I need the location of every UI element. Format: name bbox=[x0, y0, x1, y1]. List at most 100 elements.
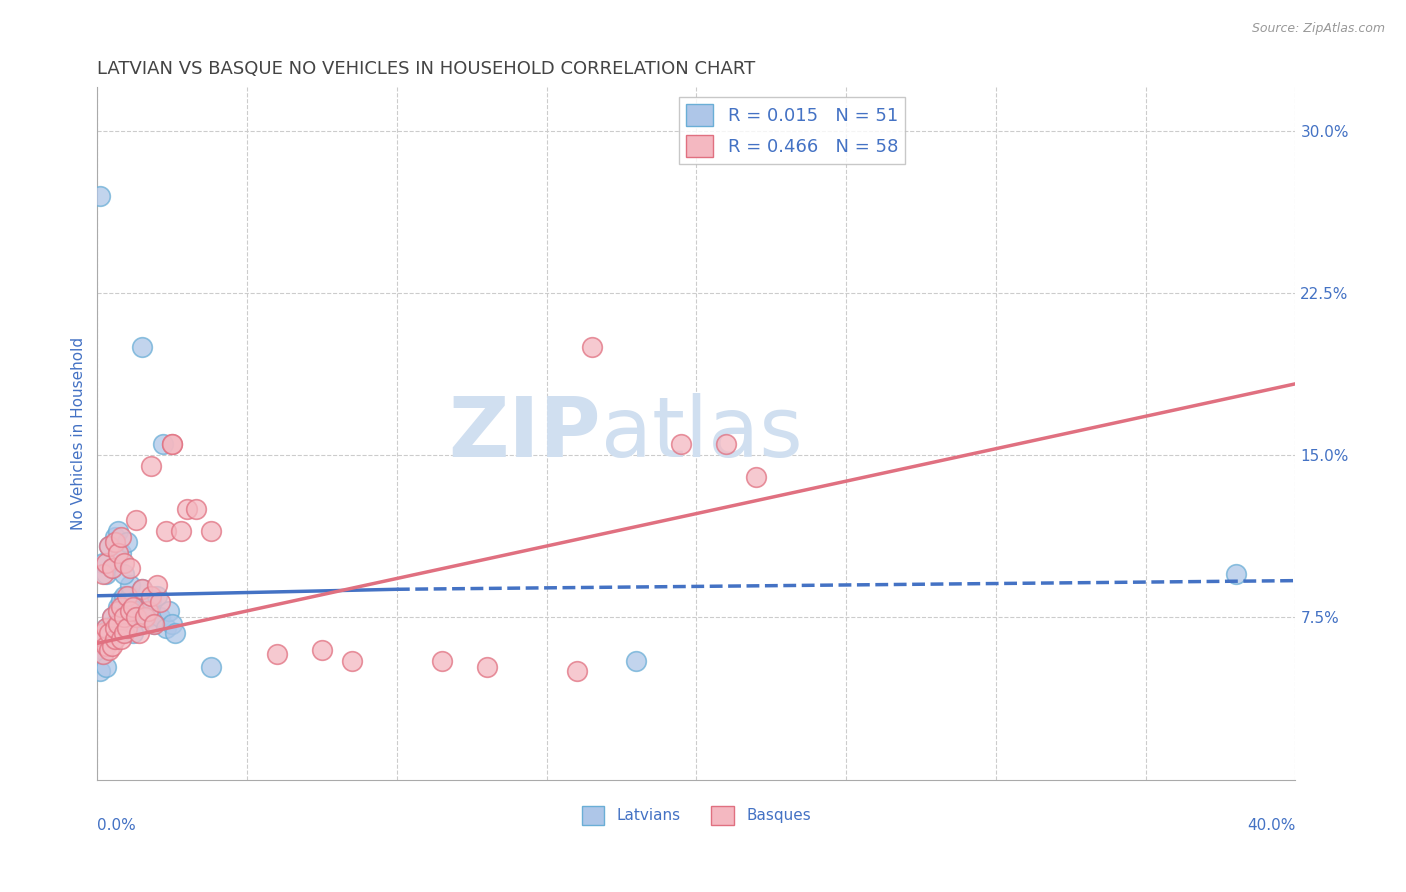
Text: ZIP: ZIP bbox=[449, 393, 600, 474]
Point bbox=[266, 647, 288, 661]
Point bbox=[136, 604, 159, 618]
Point bbox=[98, 643, 121, 657]
Text: LATVIAN VS BASQUE NO VEHICLES IN HOUSEHOLD CORRELATION CHART: LATVIAN VS BASQUE NO VEHICLES IN HOUSEHO… bbox=[97, 60, 755, 78]
Point bbox=[160, 616, 183, 631]
Point bbox=[170, 524, 193, 538]
Text: 0.0%: 0.0% bbox=[97, 818, 136, 833]
Point bbox=[117, 610, 139, 624]
Point bbox=[581, 340, 603, 354]
Point bbox=[149, 610, 172, 624]
Point bbox=[93, 567, 115, 582]
Point bbox=[112, 557, 135, 571]
Point bbox=[112, 610, 135, 624]
Point bbox=[430, 654, 453, 668]
Point bbox=[93, 625, 115, 640]
Point bbox=[716, 437, 738, 451]
Point bbox=[340, 654, 363, 668]
Point bbox=[96, 621, 118, 635]
Point bbox=[98, 621, 121, 635]
Point bbox=[98, 539, 121, 553]
Point bbox=[110, 599, 132, 614]
Point bbox=[200, 660, 222, 674]
Point bbox=[1225, 567, 1247, 582]
Point bbox=[141, 593, 163, 607]
Point bbox=[96, 621, 118, 635]
Point bbox=[134, 610, 156, 624]
Point bbox=[93, 557, 115, 571]
Point bbox=[120, 604, 142, 618]
Point bbox=[104, 530, 127, 544]
Point bbox=[98, 539, 121, 553]
Text: Source: ZipAtlas.com: Source: ZipAtlas.com bbox=[1251, 22, 1385, 36]
Point bbox=[152, 437, 174, 451]
Point bbox=[104, 534, 127, 549]
Point bbox=[89, 188, 111, 202]
Point bbox=[110, 625, 132, 640]
Point bbox=[146, 589, 169, 603]
Point bbox=[104, 621, 127, 635]
Point bbox=[89, 632, 111, 646]
Point bbox=[626, 654, 648, 668]
Point bbox=[93, 647, 115, 661]
Point bbox=[107, 604, 129, 618]
Point bbox=[101, 610, 124, 624]
Point bbox=[120, 560, 142, 574]
Point bbox=[107, 545, 129, 559]
Point bbox=[117, 534, 139, 549]
Point bbox=[104, 625, 127, 640]
Point bbox=[101, 610, 124, 624]
Point bbox=[671, 437, 693, 451]
Point bbox=[112, 567, 135, 582]
Point bbox=[112, 625, 135, 640]
Point bbox=[98, 632, 121, 646]
Point bbox=[141, 458, 163, 473]
Point bbox=[110, 632, 132, 646]
Point bbox=[98, 625, 121, 640]
Point bbox=[96, 567, 118, 582]
Point bbox=[107, 616, 129, 631]
Point bbox=[104, 616, 127, 631]
Point bbox=[176, 502, 198, 516]
Point bbox=[117, 604, 139, 618]
Point bbox=[131, 582, 153, 597]
Point bbox=[122, 625, 145, 640]
Point bbox=[96, 557, 118, 571]
Point bbox=[89, 665, 111, 679]
Point bbox=[101, 639, 124, 653]
Point bbox=[104, 632, 127, 646]
Point bbox=[160, 437, 183, 451]
Text: 40.0%: 40.0% bbox=[1247, 818, 1295, 833]
Point bbox=[110, 593, 132, 607]
Point bbox=[122, 599, 145, 614]
Point bbox=[93, 643, 115, 657]
Point bbox=[107, 524, 129, 538]
Point bbox=[143, 616, 166, 631]
Point bbox=[117, 621, 139, 635]
Point bbox=[146, 578, 169, 592]
Point bbox=[134, 604, 156, 618]
Point bbox=[120, 578, 142, 592]
Point bbox=[117, 589, 139, 603]
Point bbox=[120, 589, 142, 603]
Point bbox=[96, 639, 118, 653]
Point bbox=[475, 660, 498, 674]
Point bbox=[110, 530, 132, 544]
Point bbox=[311, 643, 333, 657]
Point bbox=[112, 589, 135, 603]
Point bbox=[165, 625, 187, 640]
Point bbox=[101, 560, 124, 574]
Point bbox=[107, 615, 129, 629]
Y-axis label: No Vehicles in Household: No Vehicles in Household bbox=[72, 337, 86, 530]
Point bbox=[125, 604, 148, 618]
Point bbox=[141, 589, 163, 603]
Point bbox=[155, 621, 177, 635]
Point bbox=[93, 647, 115, 661]
Point bbox=[101, 560, 124, 574]
Point bbox=[565, 665, 588, 679]
Point bbox=[125, 513, 148, 527]
Point bbox=[128, 625, 150, 640]
Point bbox=[128, 616, 150, 631]
Point bbox=[745, 470, 768, 484]
Point bbox=[143, 616, 166, 631]
Point bbox=[96, 632, 118, 646]
